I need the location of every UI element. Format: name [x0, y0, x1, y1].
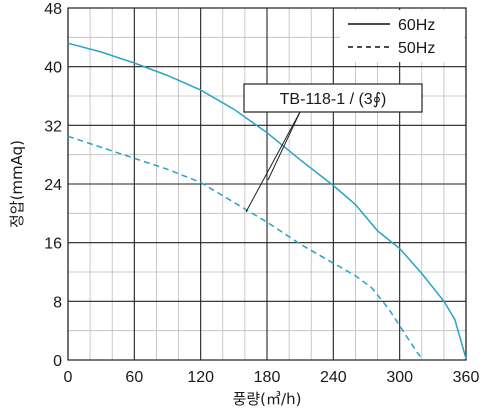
y-tick-label: 32 — [44, 118, 62, 135]
x-tick-label: 120 — [187, 369, 214, 386]
legend-label-60hz: 60Hz — [398, 17, 435, 34]
y-tick-label: 0 — [53, 353, 62, 370]
y-axis-label: 정압(mmAq) — [8, 140, 26, 228]
series-line-60hz — [67, 42, 467, 359]
legend-box — [340, 10, 464, 62]
x-axis-label: 풍량(㎥/h) — [233, 390, 302, 408]
plot-frame — [67, 7, 467, 361]
annotation-leader-50hz — [245, 111, 301, 213]
x-tick-label: 240 — [320, 369, 347, 386]
annotation-box — [243, 83, 423, 113]
x-tick-label: 0 — [64, 369, 73, 386]
annotation-leader-60hz — [267, 111, 301, 181]
y-tick-labels: 0 8 16 24 32 40 48 — [44, 1, 62, 370]
x-tick-labels: 0 60 120 180 240 300 360 — [64, 369, 480, 386]
series-layer — [67, 42, 467, 359]
y-tick-label: 8 — [53, 294, 62, 311]
x-tick-label: 60 — [125, 369, 143, 386]
series-line-50hz — [67, 135, 423, 359]
y-tick-label: 48 — [44, 1, 62, 18]
legend-label-50hz: 50Hz — [398, 40, 435, 57]
x-tick-label: 360 — [453, 369, 480, 386]
y-tick-label: 16 — [44, 236, 62, 253]
legend: 60Hz 50Hz — [340, 10, 464, 62]
model-annotation: TB-118-1 / (3∮) — [243, 83, 423, 213]
annotation-text: TB-118-1 / (3∮) — [280, 91, 387, 108]
x-tick-label: 180 — [254, 369, 281, 386]
y-tick-label: 24 — [44, 177, 62, 194]
y-tick-label: 40 — [44, 60, 62, 77]
x-tick-label: 300 — [386, 369, 413, 386]
